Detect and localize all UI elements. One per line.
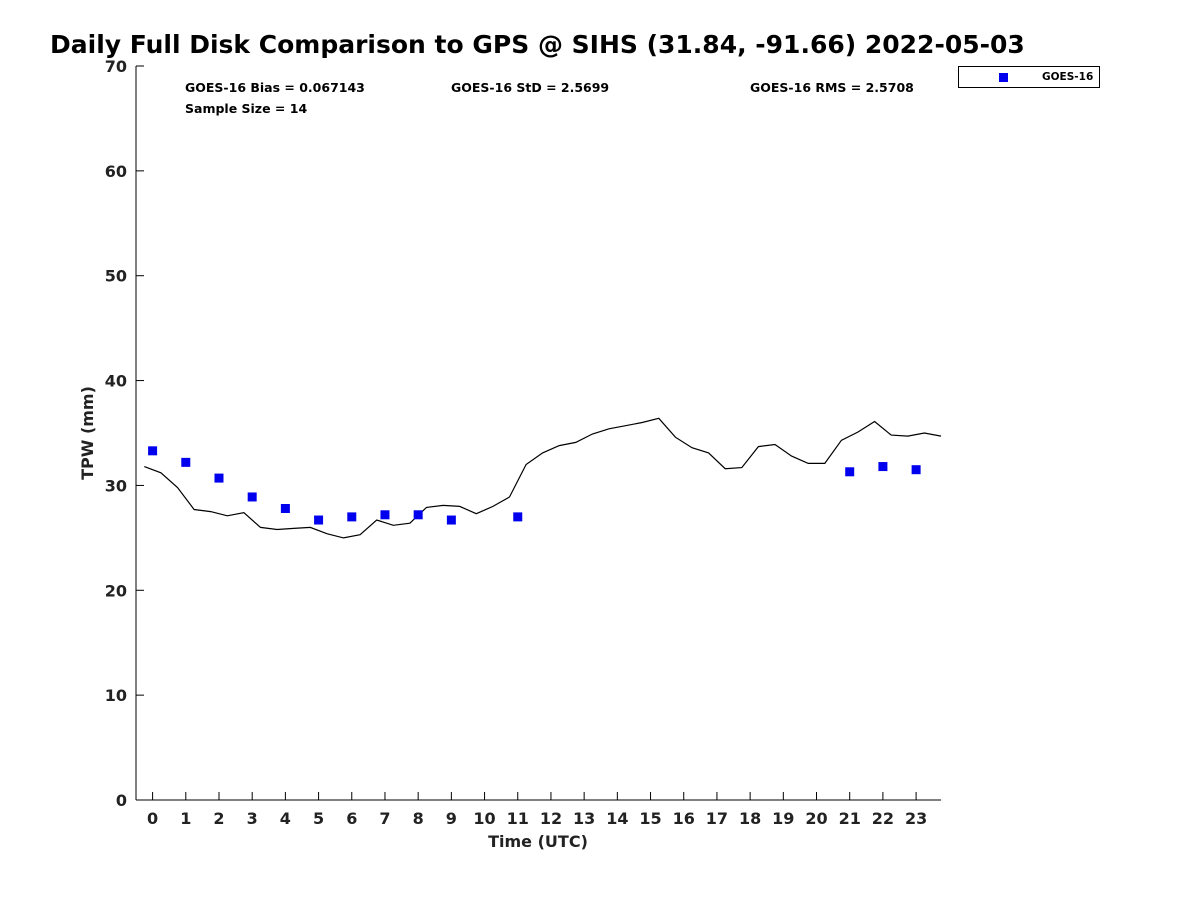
rms-stat: GOES-16 RMS = 2.5708 xyxy=(750,80,914,95)
goes16-point xyxy=(148,446,158,456)
x-tick-label: 8 xyxy=(413,809,424,828)
x-tick-label: 1 xyxy=(180,809,191,828)
goes16-point xyxy=(247,492,257,502)
x-tick-label: 7 xyxy=(379,809,390,828)
y-tick-label: 30 xyxy=(105,476,127,495)
goes16-point xyxy=(845,467,855,477)
x-tick-label: 17 xyxy=(706,809,728,828)
y-tick-label: 70 xyxy=(105,57,127,76)
x-tick-label: 11 xyxy=(507,809,529,828)
x-tick-label: 22 xyxy=(872,809,894,828)
x-tick-label: 5 xyxy=(313,809,324,828)
goes16-point xyxy=(280,503,290,513)
x-tick-label: 4 xyxy=(280,809,291,828)
y-tick-label: 60 xyxy=(105,162,127,181)
gps-line xyxy=(144,417,942,539)
goes16-point xyxy=(911,465,921,475)
goes16-series xyxy=(148,446,921,525)
x-tick-label: 14 xyxy=(606,809,628,828)
x-tick-label: 12 xyxy=(540,809,562,828)
legend-label-goes16: GOES-16 xyxy=(1042,71,1094,83)
goes16-point xyxy=(513,512,523,522)
x-tick-label: 13 xyxy=(573,809,595,828)
x-tick-label: 6 xyxy=(346,809,357,828)
x-tick-label: 21 xyxy=(839,809,861,828)
chart-axes xyxy=(135,66,941,801)
chart-title: Daily Full Disk Comparison to GPS @ SIHS… xyxy=(50,30,1025,59)
goes16-point xyxy=(214,473,224,483)
x-tick-label: 9 xyxy=(446,809,457,828)
gps-series xyxy=(144,417,942,539)
x-tick-label: 19 xyxy=(772,809,794,828)
goes16-point xyxy=(380,510,390,520)
x-tick-label: 15 xyxy=(639,809,661,828)
x-tick-label: 18 xyxy=(739,809,761,828)
y-tick-label: 40 xyxy=(105,372,127,391)
goes16-point xyxy=(181,457,191,467)
legend-marker-goes16 xyxy=(999,73,1008,82)
chart-ticks: 0 1 2 3 4 5 6 7 8 9 10 11 12 13 14 15 16 17 18 19 20 21 22 2301… xyxy=(105,57,928,828)
goes16-point xyxy=(878,462,888,472)
y-tick-label: 20 xyxy=(105,581,127,600)
y-tick-label: 50 xyxy=(105,267,127,286)
x-tick-label: 16 xyxy=(673,809,695,828)
y-tick-label: 0 xyxy=(116,791,127,810)
x-tick-label: 2 xyxy=(213,809,224,828)
goes16-point xyxy=(347,512,357,522)
y-axis-label: TPW (mm) xyxy=(78,386,97,480)
x-tick-label: 3 xyxy=(247,809,258,828)
goes16-point xyxy=(314,515,324,525)
x-tick-label: 10 xyxy=(473,809,495,828)
bias-stat: GOES-16 Bias = 0.067143 xyxy=(185,80,365,95)
x-tick-label: 20 xyxy=(805,809,827,828)
x-axis-label: Time (UTC) xyxy=(488,832,588,851)
goes16-point xyxy=(446,515,456,525)
goes16-point xyxy=(413,510,423,520)
std-stat: GOES-16 StD = 2.5699 xyxy=(451,80,610,95)
sample-size-stat: Sample Size = 14 xyxy=(185,101,308,116)
x-tick-label: 0 xyxy=(147,809,158,828)
x-tick-label: 23 xyxy=(905,809,927,828)
y-tick-label: 10 xyxy=(105,686,127,705)
chart-legend: GOES-16 xyxy=(958,66,1100,88)
